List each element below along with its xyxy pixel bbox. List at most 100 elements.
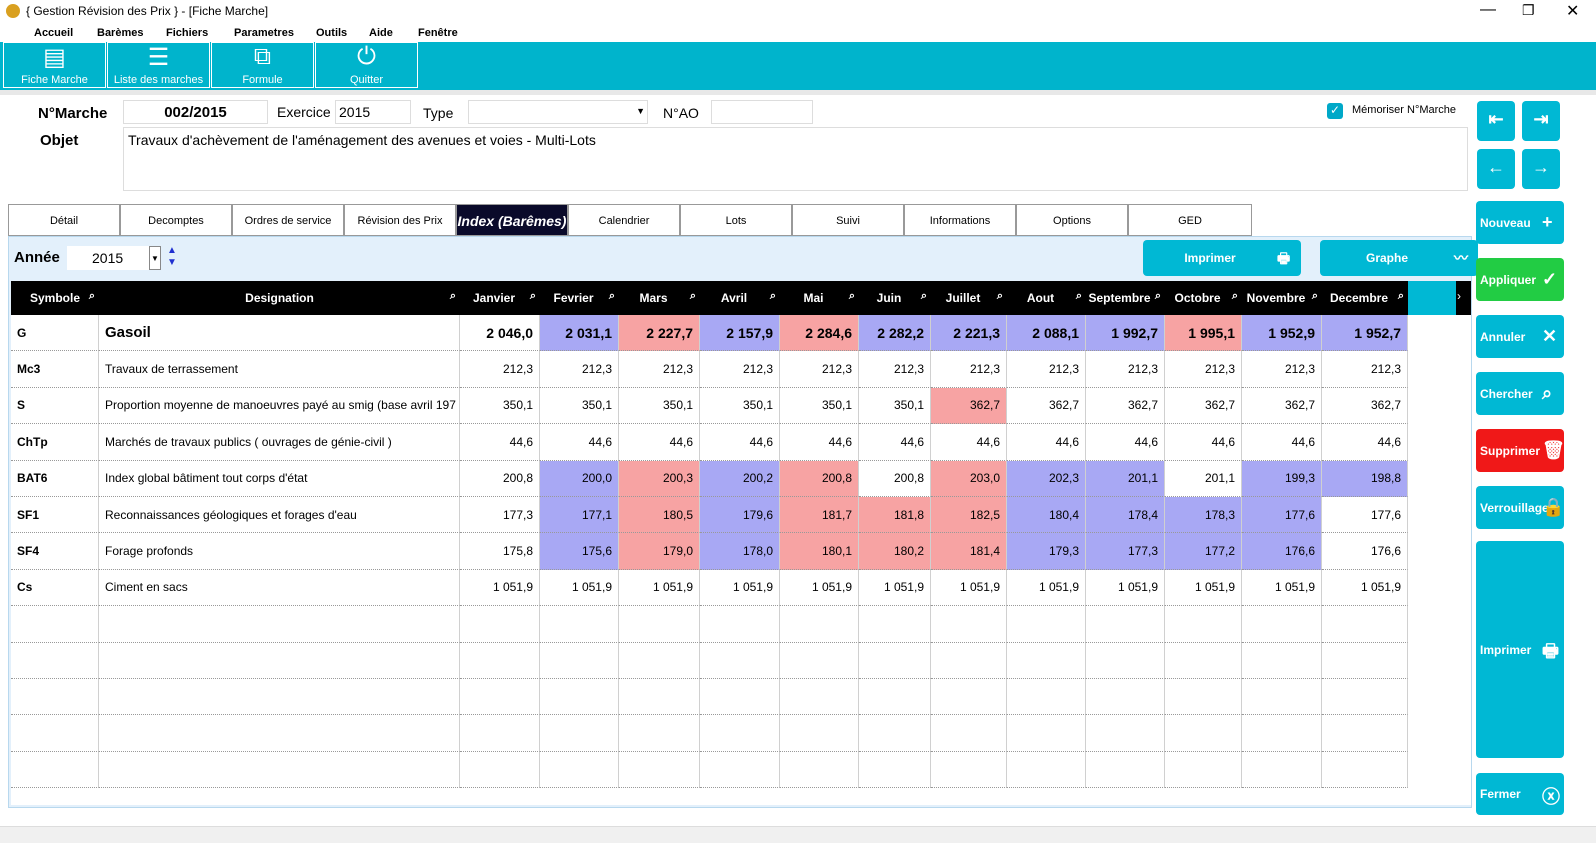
table-cell[interactable]: 200,8 [780,461,859,497]
dropdown[interactable]: ▼ [468,100,648,124]
search-icon[interactable]: ⌕ [450,290,456,303]
table-cell[interactable]: 1 051,9 [1322,570,1408,606]
panel-button[interactable]: Graphe〰 [1320,240,1478,276]
table-cell[interactable]: 362,7 [1086,388,1165,424]
table-cell[interactable]: 180,4 [1007,497,1086,533]
column-header[interactable]: Decembre⌕ [1322,281,1408,315]
column-header[interactable]: Aout⌕ [1007,281,1086,315]
table-cell[interactable]: ChTp [11,424,99,460]
tab[interactable]: Calendrier [568,204,680,236]
table-cell[interactable]: 200,8 [859,461,931,497]
table-cell[interactable]: 44,6 [780,424,859,460]
table-cell[interactable]: 181,7 [780,497,859,533]
table-cell[interactable]: 1 051,9 [700,570,780,606]
search-icon[interactable]: ⌕ [921,290,927,303]
table-cell[interactable]: 175,6 [540,533,619,569]
table-cell[interactable]: 1 952,7 [1322,315,1408,351]
scroll-right[interactable]: › [1457,289,1461,303]
table-cell[interactable]: 350,1 [540,388,619,424]
table-cell[interactable]: 200,2 [700,461,780,497]
table-cell[interactable]: 44,6 [1165,424,1242,460]
tab[interactable]: Lots [680,204,792,236]
toolbar-button[interactable]: ⧉Formule [211,42,314,88]
table-cell[interactable]: 177,3 [460,497,540,533]
table-cell[interactable]: 177,3 [1086,533,1165,569]
nav-next[interactable]: → [1522,149,1560,189]
table-cell[interactable]: Proportion moyenne de manoeuvres payé au… [99,388,460,424]
table-cell[interactable]: Index global bâtiment tout corps d'état [99,461,460,497]
table-cell[interactable]: 1 992,7 [1086,315,1165,351]
column-header[interactable]: Symbole⌕ [11,281,99,315]
table-cell[interactable]: 179,6 [700,497,780,533]
close[interactable]: ✕ [1566,1,1579,21]
menu-item[interactable]: Accueil [34,27,73,39]
search-icon[interactable]: ⌕ [609,290,615,303]
table-cell[interactable]: 1 051,9 [460,570,540,606]
table-cell[interactable]: 178,3 [1165,497,1242,533]
table-cell[interactable]: 44,6 [619,424,700,460]
minimize[interactable]: — [1480,1,1496,19]
table-cell[interactable]: 180,1 [780,533,859,569]
table-cell[interactable]: 201,1 [1086,461,1165,497]
table-cell[interactable]: 179,3 [1007,533,1086,569]
table-cell[interactable]: 1 995,1 [1165,315,1242,351]
table-cell[interactable]: 200,0 [540,461,619,497]
checkbox[interactable]: ✓ [1327,103,1343,119]
table-cell[interactable]: 44,6 [1322,424,1408,460]
table-cell[interactable]: 1 051,9 [1242,570,1322,606]
table-cell[interactable]: 180,2 [859,533,931,569]
table-cell[interactable]: Travaux de terrassement [99,351,460,387]
table-cell[interactable]: 362,7 [931,388,1007,424]
tab[interactable]: Options [1016,204,1128,236]
table-cell[interactable]: 1 051,9 [1086,570,1165,606]
table-cell[interactable]: 1 051,9 [780,570,859,606]
table-cell[interactable]: 212,3 [619,351,700,387]
column-header[interactable]: Septembre⌕ [1086,281,1165,315]
table-cell[interactable]: 212,3 [1165,351,1242,387]
tab[interactable]: Decomptes [120,204,232,236]
table-cell[interactable]: 1 051,9 [1007,570,1086,606]
table-cell[interactable]: 44,6 [1242,424,1322,460]
table-cell[interactable]: 44,6 [460,424,540,460]
column-header[interactable]: Mars⌕ [619,281,700,315]
table-cell[interactable]: 362,7 [1007,388,1086,424]
table-cell[interactable]: 178,0 [700,533,780,569]
table-cell[interactable]: 2 088,1 [1007,315,1086,351]
menu-item[interactable]: Aide [369,27,393,39]
panel-button[interactable]: Imprimer🖶 [1143,240,1301,276]
table-cell[interactable]: 1 051,9 [619,570,700,606]
table-cell[interactable]: 178,4 [1086,497,1165,533]
table-cell[interactable]: Marchés de travaux publics ( ouvrages de… [99,424,460,460]
tab[interactable]: Informations [904,204,1016,236]
table-cell[interactable]: S [11,388,99,424]
table-cell[interactable]: 212,3 [700,351,780,387]
table-cell[interactable]: 350,1 [460,388,540,424]
table-cell[interactable]: 182,5 [931,497,1007,533]
input[interactable]: 002/2015 [123,100,268,124]
menu-item[interactable]: Outils [316,27,347,39]
column-header[interactable]: Janvier⌕ [460,281,540,315]
search-icon[interactable]: ⌕ [770,290,776,303]
table-cell[interactable]: 203,0 [931,461,1007,497]
search-icon[interactable]: ⌕ [849,290,855,303]
table-cell[interactable]: 180,5 [619,497,700,533]
table-cell[interactable]: 44,6 [540,424,619,460]
table-cell[interactable]: 198,8 [1322,461,1408,497]
table-cell[interactable]: 44,6 [700,424,780,460]
table-cell[interactable]: 212,3 [1242,351,1322,387]
dropdown-arrow[interactable]: ▼ [149,246,161,270]
table-cell[interactable]: Reconnaissances géologiques et forages d… [99,497,460,533]
nav-last[interactable]: ⇥ [1522,101,1560,141]
toolbar-button[interactable]: ⏻Quitter [315,42,418,88]
tab[interactable]: Index (Barêmes) [456,204,568,236]
table-cell[interactable]: 179,0 [619,533,700,569]
column-header[interactable]: Juillet⌕ [931,281,1007,315]
search-icon[interactable]: ⌕ [530,290,536,303]
table-cell[interactable]: 212,3 [931,351,1007,387]
side-button[interactable]: Fermerⓧ [1476,773,1564,815]
tab[interactable]: GED [1128,204,1252,236]
side-button[interactable]: Appliquer✓ [1476,258,1564,301]
side-button[interactable]: Chercher⌕ [1476,372,1564,415]
search-icon[interactable]: ⌕ [1398,290,1404,303]
tab[interactable]: Ordres de service [232,204,344,236]
